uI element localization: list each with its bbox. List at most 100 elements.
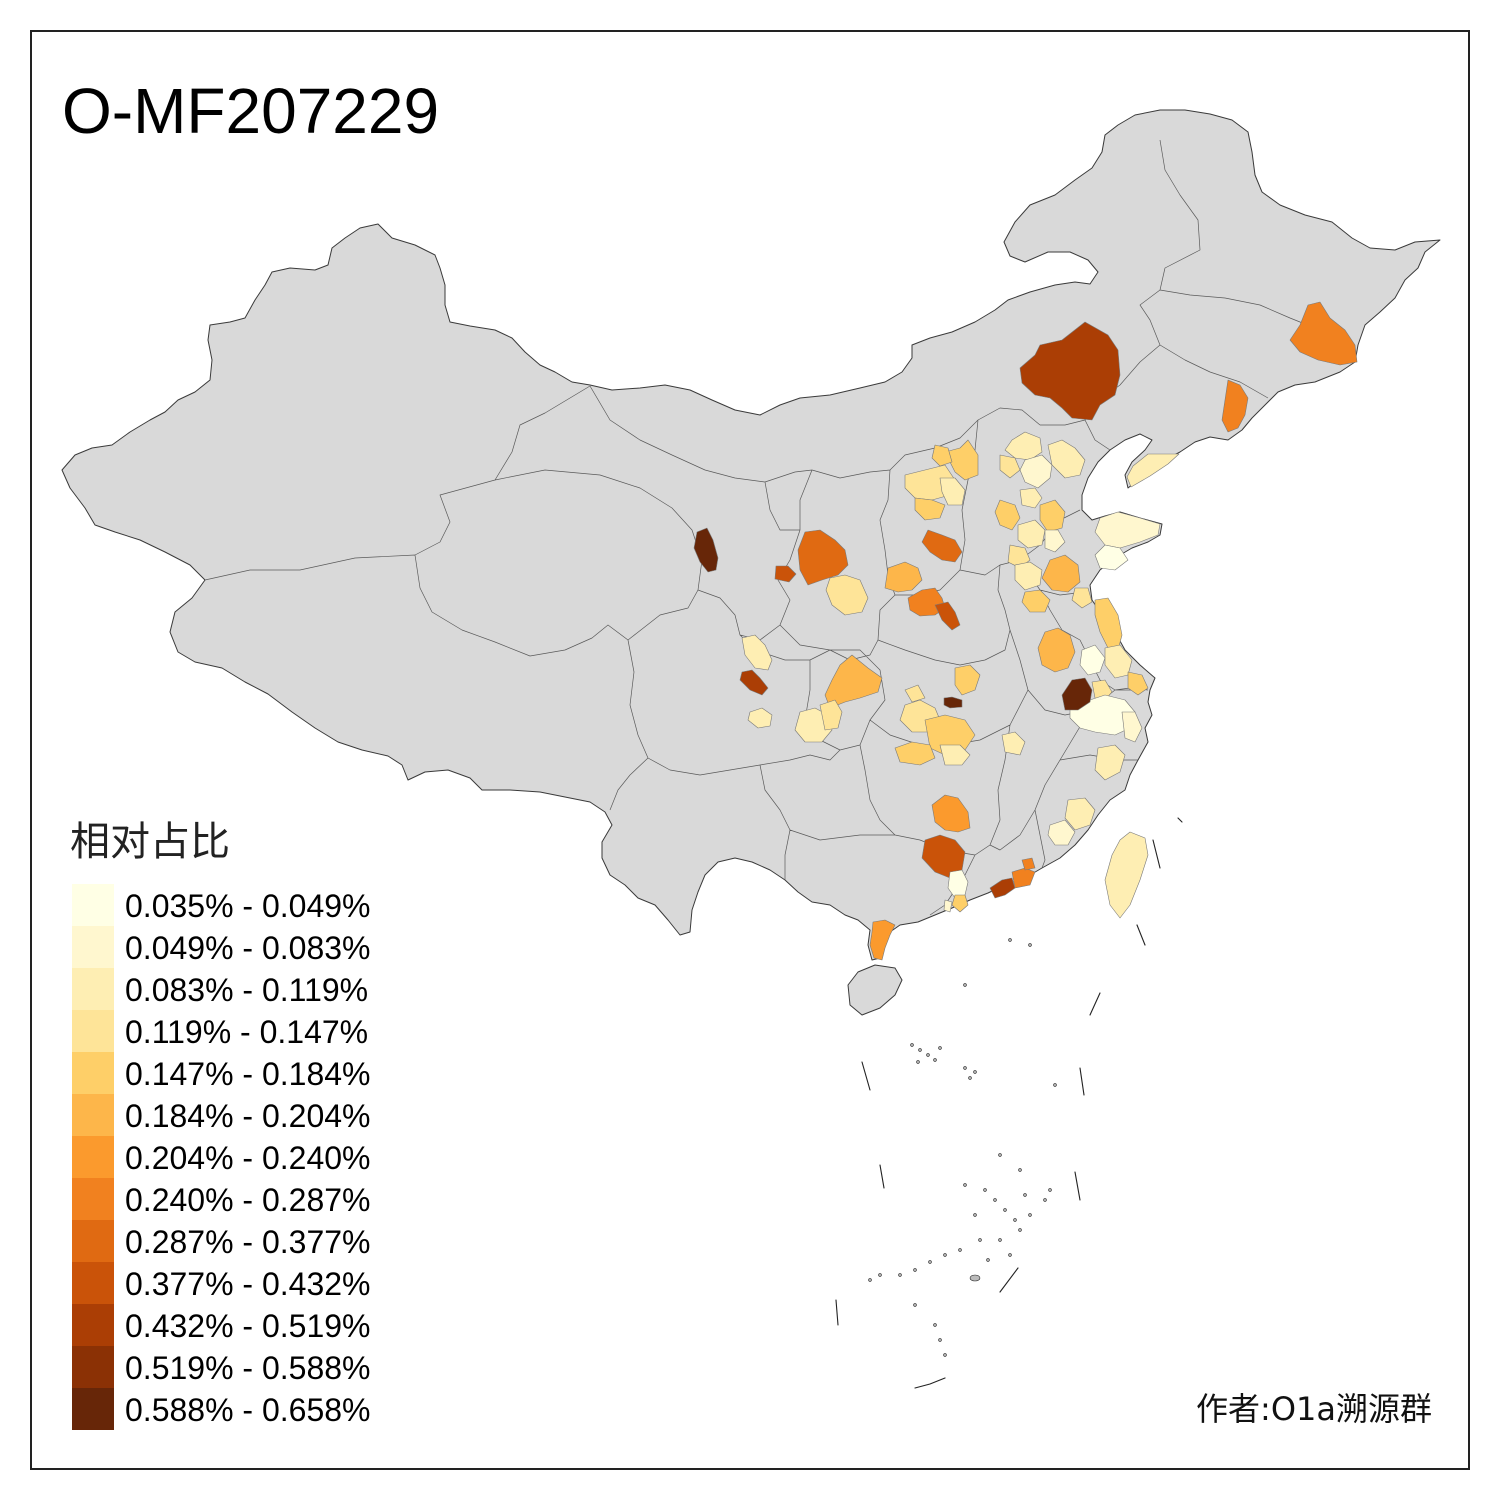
islet bbox=[986, 1258, 990, 1262]
legend-label: 0.204% - 0.240% bbox=[125, 1140, 371, 1176]
map-region bbox=[819, 699, 843, 731]
legend-label: 0.147% - 0.184% bbox=[125, 1056, 371, 1092]
islet bbox=[963, 1183, 967, 1187]
legend-label: 0.432% - 0.519% bbox=[125, 1308, 371, 1344]
islet bbox=[898, 1273, 902, 1277]
map-region bbox=[939, 477, 966, 506]
islet bbox=[1008, 938, 1012, 942]
map-region bbox=[1021, 589, 1051, 613]
map-region bbox=[1071, 587, 1093, 609]
islet bbox=[868, 1278, 872, 1282]
islet bbox=[878, 1273, 882, 1277]
legend-swatch bbox=[72, 1388, 114, 1430]
islet bbox=[910, 1043, 914, 1047]
map-region bbox=[741, 634, 773, 671]
taiwan-island bbox=[1104, 831, 1149, 919]
map-region bbox=[739, 669, 769, 696]
map-region bbox=[1019, 487, 1043, 509]
islet bbox=[928, 1260, 932, 1264]
map-region bbox=[994, 499, 1021, 531]
legend-label: 0.588% - 0.658% bbox=[125, 1392, 371, 1428]
map-region bbox=[1121, 711, 1143, 743]
map-region bbox=[1044, 529, 1066, 553]
map-region bbox=[1047, 439, 1086, 479]
map-region bbox=[914, 497, 946, 521]
legend-swatch bbox=[72, 926, 114, 968]
map-region bbox=[924, 714, 976, 756]
map-region bbox=[1094, 544, 1129, 571]
map-region bbox=[869, 919, 896, 961]
islet bbox=[993, 1198, 997, 1202]
islet bbox=[913, 1303, 917, 1307]
map-region bbox=[1047, 819, 1076, 846]
map-region bbox=[693, 527, 719, 573]
map-region bbox=[884, 561, 923, 593]
map-region bbox=[951, 894, 969, 913]
islet bbox=[938, 1338, 942, 1342]
map-region bbox=[1079, 644, 1106, 676]
legend-swatch bbox=[72, 1052, 114, 1094]
islet bbox=[973, 1213, 977, 1217]
legend-label: 0.083% - 0.119% bbox=[125, 972, 368, 1008]
islet bbox=[969, 1274, 981, 1282]
map-region bbox=[1127, 671, 1149, 696]
islet bbox=[1008, 1253, 1012, 1257]
map-region bbox=[1221, 379, 1249, 433]
map-region bbox=[1037, 627, 1076, 673]
map-region bbox=[797, 529, 849, 586]
legend-swatch bbox=[72, 1304, 114, 1346]
boundary-dashes bbox=[835, 817, 1183, 1389]
map-region bbox=[1061, 677, 1093, 711]
islet bbox=[1028, 1213, 1032, 1217]
map-region bbox=[747, 707, 773, 729]
map-region bbox=[1021, 857, 1036, 871]
islet bbox=[1018, 1228, 1022, 1232]
islet bbox=[963, 1066, 967, 1070]
legend-swatch bbox=[72, 1346, 114, 1388]
islet bbox=[978, 1238, 982, 1242]
map-region bbox=[1041, 554, 1081, 593]
legend-swatch bbox=[72, 884, 114, 926]
islet bbox=[913, 1268, 917, 1272]
islet bbox=[973, 1070, 977, 1074]
map-region bbox=[774, 565, 797, 583]
islet bbox=[1043, 1198, 1047, 1202]
map-region bbox=[1019, 321, 1121, 421]
legend-label: 0.377% - 0.432% bbox=[125, 1266, 371, 1302]
map-region bbox=[1011, 867, 1036, 889]
map-region bbox=[943, 899, 953, 913]
legend-label: 0.519% - 0.588% bbox=[125, 1350, 371, 1386]
legend-swatch bbox=[72, 1262, 114, 1304]
legend-label: 0.240% - 0.287% bbox=[125, 1182, 371, 1218]
map-region bbox=[1004, 431, 1043, 461]
map-region bbox=[824, 654, 883, 709]
islet bbox=[943, 1353, 947, 1357]
legend: 相对占比 0.035% - 0.049% 0.049% - 0.083% 0.0… bbox=[70, 819, 371, 1430]
islet bbox=[933, 1323, 937, 1327]
islet bbox=[1003, 1208, 1007, 1212]
islets bbox=[868, 938, 1057, 1357]
legend-label: 0.049% - 0.083% bbox=[125, 930, 371, 966]
islet bbox=[1028, 943, 1032, 947]
map-region bbox=[1094, 511, 1161, 549]
islet bbox=[963, 983, 967, 987]
map-region bbox=[944, 439, 979, 481]
map-region bbox=[1039, 499, 1066, 533]
map-region bbox=[931, 794, 971, 833]
legend-swatch bbox=[72, 1010, 114, 1052]
map-region bbox=[1064, 797, 1096, 831]
islet bbox=[998, 1153, 1002, 1157]
legend-label: 0.287% - 0.377% bbox=[125, 1224, 371, 1260]
legend-title: 相对占比 bbox=[70, 819, 230, 865]
map-region bbox=[939, 744, 971, 766]
map-region bbox=[904, 684, 926, 703]
map-region bbox=[1014, 561, 1043, 591]
map-region bbox=[1019, 454, 1053, 489]
islet bbox=[983, 1188, 987, 1192]
islet bbox=[998, 1238, 1002, 1242]
map-region bbox=[825, 574, 869, 616]
map-region bbox=[943, 696, 963, 709]
islet bbox=[1023, 1193, 1027, 1197]
legend-swatch bbox=[72, 1220, 114, 1262]
